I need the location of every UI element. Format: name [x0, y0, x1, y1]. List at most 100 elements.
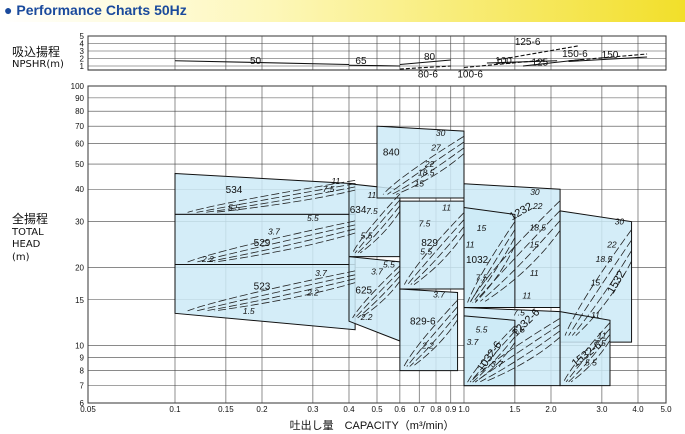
motor-rating-label: 11 [367, 190, 376, 200]
y-tick-label: 20 [75, 263, 84, 272]
motor-rating-label: 5.5 [585, 357, 597, 367]
motor-curve [205, 186, 356, 213]
motor-curve [563, 322, 611, 383]
head-label-en1: TOTAL [12, 227, 44, 238]
x-tick-label: 0.2 [256, 405, 268, 414]
motor-rating-label: 3.7 [268, 226, 280, 236]
motor-curve [472, 237, 516, 303]
pump-model-label: 625 [355, 286, 372, 297]
motor-rating-label: 5.5 [383, 260, 395, 270]
motor-rating-label: 11 [591, 310, 600, 320]
motor-curve [570, 340, 611, 383]
x-tick-label: 0.5 [371, 405, 383, 414]
motor-curve [467, 221, 516, 303]
motor-curve [467, 325, 516, 383]
motor-rating-label: 30 [615, 217, 625, 227]
motor-curve [196, 183, 356, 213]
y-tick-label: 9 [80, 353, 85, 362]
x-tick-label: 0.7 [414, 405, 426, 414]
npsh-tick-label: 3 [80, 47, 85, 56]
npsh-curve-150-6 [568, 53, 648, 62]
motor-rating-label: 7.5 [594, 338, 606, 348]
y-tick-label: 100 [71, 82, 85, 91]
motor-curve [214, 282, 356, 312]
motor-rating-label: 5.5 [361, 231, 373, 241]
motor-rating-label: 7.5 [366, 206, 378, 216]
y-tick-label: 7 [80, 382, 85, 391]
npsh-curve-100 [486, 60, 558, 64]
npsh-label: 50 [250, 56, 262, 67]
x-tick-label: 0.3 [307, 405, 319, 414]
page-title-text: Performance Charts 50Hz [16, 2, 187, 18]
npsh-curve-65 [348, 64, 400, 67]
motor-curve [391, 147, 465, 195]
pump-model-label: 829-6 [410, 316, 436, 327]
x-tick-label: 0.8 [430, 405, 442, 414]
npsh-curve-150 [568, 56, 648, 63]
motor-rating-label: 7.5 [513, 307, 525, 317]
title-bar: ● Performance Charts 50Hz [0, 0, 685, 22]
y-tick-label: 40 [75, 185, 84, 194]
npsh-label: 65 [355, 56, 367, 67]
npsh-curve-125 [522, 58, 584, 67]
motor-rating-label: 1.5 [243, 306, 255, 316]
y-tick-label: 15 [75, 296, 84, 305]
motor-rating-label: 5.5 [307, 213, 319, 223]
motor-rating-label: 22 [532, 201, 543, 211]
motor-curve [352, 193, 401, 254]
x-tick-label: 3.0 [596, 405, 608, 414]
motor-curve [480, 220, 561, 302]
motor-rating-label: 11 [466, 239, 475, 249]
npsh-tick-label: 4 [80, 40, 85, 49]
motor-curve [565, 328, 611, 383]
npsh-curve-80 [399, 59, 451, 66]
motor-curve [354, 270, 401, 319]
motor-rating-label: 3.7 [433, 290, 445, 300]
motor-curve [568, 334, 611, 383]
motor-rating-label: 27 [430, 142, 441, 152]
npsh-label: 150-6 [562, 49, 588, 60]
motor-rating-label: 30 [530, 187, 540, 197]
x-tick-label: 1.0 [458, 405, 470, 414]
motor-rating-label: 11 [522, 290, 531, 300]
motor-curve [472, 336, 516, 383]
pump-model-label: 634 [350, 205, 367, 216]
motor-rating-label: 7.5 [419, 219, 431, 229]
y-tick-label: 30 [75, 218, 84, 227]
motor-curve [409, 312, 458, 367]
npsh-label: 100-6 [457, 69, 483, 80]
motor-curve [196, 224, 356, 263]
motor-curve [413, 233, 465, 285]
motor-curve [354, 199, 401, 254]
motor-curve [407, 219, 465, 285]
pump-model-label: 534 [226, 185, 243, 196]
npsh-label-en: NPSHR(m) [12, 59, 64, 70]
motor-rating-label: 3.7 [491, 359, 503, 369]
motor-rating-label: 15 [591, 277, 601, 287]
motor-rating-label: 11 [442, 203, 451, 213]
y-tick-label: 80 [75, 107, 84, 116]
motor-curve [214, 189, 356, 213]
motor-rating-label: 22 [424, 159, 435, 169]
head-label-jp: 全揚程 [12, 212, 49, 226]
motor-rating-label: 18.5 [418, 167, 435, 177]
motor-rating-label: 3.7 [315, 268, 327, 278]
pump-model-label: 840 [383, 147, 400, 158]
motor-curve [568, 239, 632, 336]
motor-curve [470, 200, 561, 302]
head-label-en2: HEAD [12, 239, 41, 250]
motor-curve [357, 205, 401, 254]
motor-rating-label: 3.7 [371, 266, 383, 276]
pump-model-label: 523 [254, 282, 271, 293]
motor-rating-label: 2.2 [421, 340, 434, 350]
motor-rating-label: 22 [606, 239, 617, 249]
motor-rating-label: 5.5 [513, 325, 525, 335]
motor-curve [564, 229, 632, 336]
x-tick-label: 4.0 [632, 405, 644, 414]
npsh-label: 150 [602, 50, 619, 61]
npsh-label-jp: 吸込揚程 [12, 45, 61, 59]
motor-curve [484, 230, 561, 302]
npsh-curve-100-6 [463, 59, 545, 69]
npsh-curve-125-6 [496, 45, 580, 61]
